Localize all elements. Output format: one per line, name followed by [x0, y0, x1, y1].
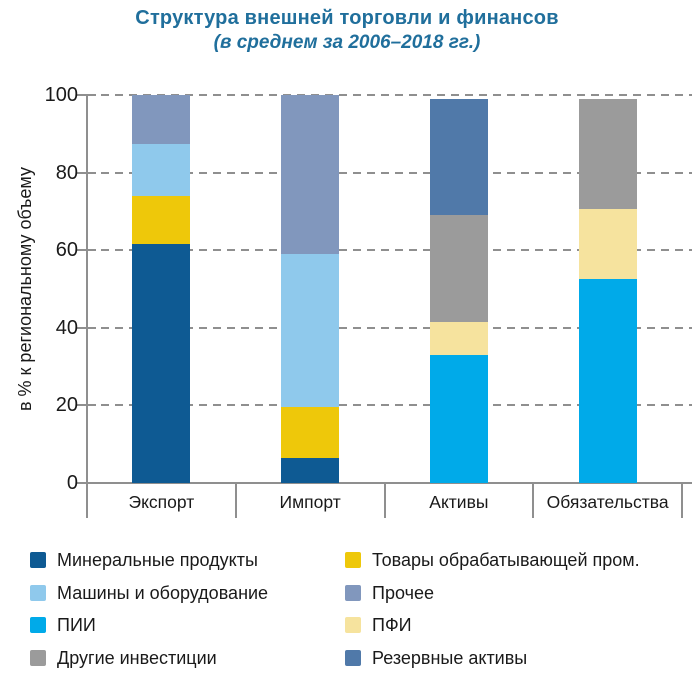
gridline-60 [87, 249, 692, 251]
bar-segment [579, 209, 637, 279]
category-separator-4 [681, 483, 683, 518]
gridline-80 [87, 172, 692, 174]
legend-label: Машины и оборудование [57, 582, 269, 603]
legend-label: Резервные активы [372, 647, 528, 668]
gridline-100 [87, 94, 692, 96]
legend-swatch-icon [30, 584, 46, 601]
bar-segment [132, 95, 190, 144]
legend-swatch-icon [30, 649, 46, 666]
bar-segment [281, 458, 339, 483]
legend-label: Товары обрабатывающей пром. [372, 550, 640, 570]
legend: Минеральные продукты Машины и оборудовани… [0, 540, 694, 674]
legend-label: ПФИ [372, 615, 412, 635]
category-separator-3 [532, 483, 535, 518]
bar-segment [281, 407, 339, 458]
category-separator-1 [234, 483, 237, 518]
legend-item: Прочее [345, 582, 434, 604]
legend-label: ПИИ [57, 615, 96, 635]
category-separator-0 [86, 483, 88, 518]
y-axis-title: в % к региональному объему [15, 166, 35, 412]
category-label-1: Экспорт [128, 492, 195, 512]
legend-item: Резервные активы [345, 647, 527, 669]
legend-item: Минеральные продукты [30, 549, 258, 571]
chart-subtitle: (в среднем за 2006–2018 гг.) [213, 32, 481, 53]
bar-segment [132, 244, 190, 483]
legend-item: Товары обрабатывающей пром. [345, 549, 640, 571]
legend-item: ПИИ [30, 614, 96, 636]
y-axis-line [86, 95, 88, 518]
legend-label: Прочее [372, 582, 434, 603]
category-label-3: Активы [429, 492, 489, 512]
legend-label: Другие инвестиции [57, 647, 217, 668]
plot-area: 0 20 40 60 80 100 в % к региональному объему Эк… [15, 84, 692, 518]
x-axis-baseline [86, 482, 692, 484]
bar-segment [430, 322, 488, 355]
gridline-20 [87, 404, 692, 406]
category-separator-2 [383, 483, 386, 518]
bar-segment [430, 99, 488, 215]
y-tick-label-60: 60 [55, 239, 78, 261]
legend-swatch-icon [30, 617, 46, 633]
chart-title: Структура внешней торговли и финансов [135, 7, 559, 29]
legend-label: Минеральные продукты [57, 550, 258, 570]
bar-segment [132, 144, 190, 196]
y-tick-label-80: 80 [55, 162, 78, 184]
title-block: Структура внешней торговли и финансов (в… [0, 6, 694, 55]
bar-segment [132, 196, 190, 244]
y-tick-label-0: 0 [66, 472, 78, 494]
legend-item: Машины и оборудование [30, 582, 268, 604]
legend-swatch-icon [345, 617, 361, 633]
y-tick-label-40: 40 [55, 317, 78, 339]
gridline-40 [87, 327, 692, 329]
bar-segment [281, 95, 339, 254]
category-label-2: Импорт [279, 492, 341, 512]
legend-swatch-icon [345, 552, 361, 568]
category-label-4: Обязательства [546, 492, 669, 512]
legend-item: ПФИ [345, 614, 412, 636]
y-tick-label-20: 20 [55, 394, 78, 416]
bar-segment [579, 99, 637, 209]
bar-segment [579, 279, 637, 483]
bar-segment [430, 355, 488, 483]
bar-segment [430, 215, 488, 322]
legend-swatch-icon [30, 552, 46, 568]
bar-segment [281, 254, 339, 407]
legend-swatch-icon [345, 649, 361, 666]
legend-swatch-icon [345, 584, 361, 601]
y-tick-label-100: 100 [44, 84, 78, 106]
legend-item: Другие инвестиции [30, 647, 217, 669]
